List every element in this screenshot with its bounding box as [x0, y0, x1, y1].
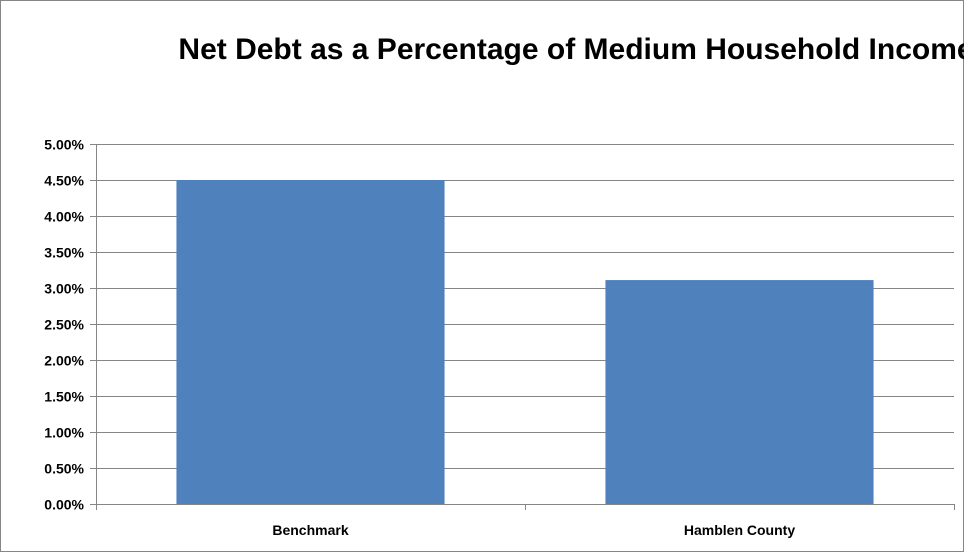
- bar-hamblen-county: [605, 280, 874, 504]
- y-tick-label: 3.50%: [44, 245, 84, 261]
- y-tick-label: 2.50%: [44, 317, 84, 333]
- bar-benchmark: [176, 180, 445, 504]
- labels: 0.00% 0.50% 1.00% 1.50% 2.00% 2.50% 3.00% 3.50%…: [44, 137, 795, 539]
- y-tick-label: 5.00%: [44, 137, 84, 153]
- y-tick-label: 4.50%: [44, 173, 84, 189]
- y-tick-label: 0.00%: [44, 497, 84, 513]
- bars: [176, 180, 874, 504]
- axes: [90, 144, 955, 510]
- y-tick-label: 4.00%: [44, 209, 84, 225]
- y-tick-label: 0.50%: [44, 461, 84, 477]
- y-tick-label: 3.00%: [44, 281, 84, 297]
- y-tick-label: 1.00%: [44, 425, 84, 441]
- x-category-label: Hamblen County: [684, 522, 795, 538]
- chart-title: Net Debt as a Percentage of Medium House…: [178, 33, 964, 66]
- x-category-label: Benchmark: [272, 522, 348, 538]
- y-tick-label: 2.00%: [44, 353, 84, 369]
- y-tick-label: 1.50%: [44, 389, 84, 405]
